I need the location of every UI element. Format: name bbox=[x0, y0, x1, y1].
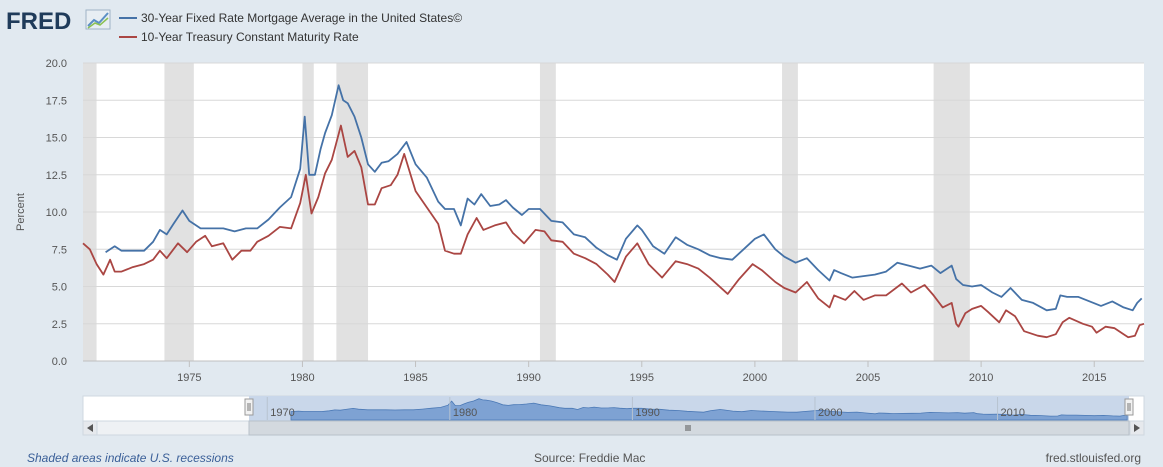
scroll-right-button[interactable] bbox=[1129, 420, 1145, 436]
navigator-handle-left[interactable] bbox=[244, 398, 254, 416]
site-link[interactable]: fred.stlouisfed.org bbox=[1045, 451, 1141, 465]
x-tick-label-6: 2005 bbox=[856, 372, 880, 384]
fred-logo-text: FRED bbox=[6, 8, 71, 35]
navigator-tick-label-3: 2000 bbox=[818, 407, 842, 419]
x-tick-label-0: 1975 bbox=[177, 372, 201, 384]
legend-item-treasury[interactable]: 10-Year Treasury Constant Maturity Rate bbox=[119, 30, 359, 44]
y-tick-label-6: 15.0 bbox=[46, 133, 67, 145]
y-tick-label-2: 5.0 bbox=[52, 282, 67, 294]
x-tick-label-4: 1995 bbox=[630, 372, 654, 384]
legend-label-mortgage: 30-Year Fixed Rate Mortgage Average in t… bbox=[141, 11, 462, 25]
navigator[interactable]: 1970 1980 1990 2000 2010 bbox=[82, 395, 1145, 422]
navigator-ticks: 1970 1980 1990 2000 2010 bbox=[266, 397, 1025, 420]
navigator-tick-label-2: 1990 bbox=[635, 407, 659, 419]
x-tick-label-3: 1990 bbox=[516, 372, 540, 384]
x-tick-label-7: 2010 bbox=[969, 372, 993, 384]
recession-note: Shaded areas indicate U.S. recessions bbox=[27, 451, 234, 465]
series-line-treasury bbox=[82, 124, 1145, 339]
navigator-tick-label-1: 1980 bbox=[453, 407, 477, 419]
legend-label-treasury: 10-Year Treasury Constant Maturity Rate bbox=[141, 30, 359, 44]
arrow-right-icon bbox=[1134, 424, 1140, 432]
y-tick-label-7: 17.5 bbox=[46, 95, 67, 107]
y-tick-label-8: 20.0 bbox=[46, 58, 67, 70]
y-tick-label-4: 10.0 bbox=[46, 207, 67, 219]
scrollbar[interactable] bbox=[82, 420, 1145, 436]
x-tick-label-8: 2015 bbox=[1082, 372, 1106, 384]
x-tick-label-5: 2000 bbox=[743, 372, 767, 384]
fred-logo[interactable]: FRED bbox=[6, 8, 111, 35]
navigator-series-area bbox=[290, 398, 1128, 421]
y-axis: 0.0 2.5 5.0 7.5 10.0 12.5 15.0 17.5 20.0 bbox=[46, 58, 67, 368]
navigator-tick-label-4: 2010 bbox=[1001, 407, 1025, 419]
x-axis: 1975 1980 1985 1990 1995 2000 2005 2010 2015 bbox=[83, 360, 1144, 384]
navigator-handle-right[interactable] bbox=[1124, 398, 1134, 416]
y-tick-label-0: 0.0 bbox=[52, 356, 67, 368]
scroll-left-button[interactable] bbox=[82, 420, 98, 436]
series-lines bbox=[82, 84, 1145, 339]
x-tick-label-1: 1980 bbox=[290, 372, 314, 384]
source-note: Source: Freddie Mac bbox=[534, 451, 646, 465]
scrollbar-thumb[interactable] bbox=[248, 420, 1130, 436]
x-tick-label-2: 1985 bbox=[403, 372, 427, 384]
legend-item-mortgage[interactable]: 30-Year Fixed Rate Mortgage Average in t… bbox=[119, 11, 462, 25]
arrow-left-icon bbox=[87, 424, 93, 432]
series-line-mortgage bbox=[105, 84, 1143, 312]
y-axis-title: Percent bbox=[15, 193, 27, 231]
fred-logo-icon bbox=[85, 9, 111, 30]
navigator-tick-label-0: 1970 bbox=[270, 407, 294, 419]
legend: 30-Year Fixed Rate Mortgage Average in t… bbox=[119, 11, 462, 44]
y-tick-label-1: 2.5 bbox=[52, 319, 67, 331]
y-tick-label-3: 7.5 bbox=[52, 244, 67, 256]
y-tick-label-5: 12.5 bbox=[46, 170, 67, 182]
scrollbar-grip-icon bbox=[685, 425, 691, 431]
